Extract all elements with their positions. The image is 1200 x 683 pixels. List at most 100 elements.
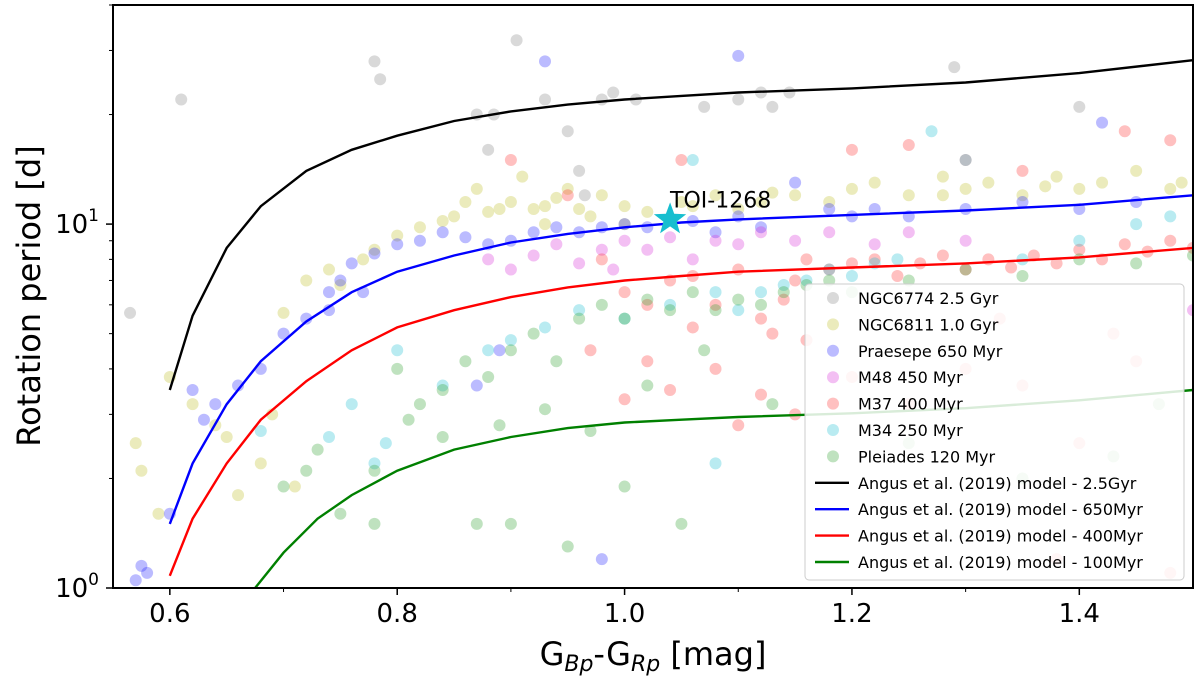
point-series-3-6 [618,234,631,247]
point-series-2-45 [197,413,210,426]
point-series-1-29 [595,189,608,202]
point-series-0-8 [573,164,586,177]
point-series-6-45 [402,413,415,426]
point-series-6-16 [664,304,677,317]
point-series-1-39 [868,176,881,189]
point-series-2-42 [539,55,551,68]
point-series-3-0 [482,253,495,266]
point-series-2-1 [135,559,148,572]
legend-marker-1 [827,318,839,331]
point-series-3-16 [902,226,915,239]
x-label-sub1: Bp [564,652,593,677]
legend-marker-0 [827,292,839,304]
point-series-4-13 [789,274,802,287]
x-label-unit: [mag] [660,635,766,673]
point-series-3-4 [573,257,586,270]
point-series-1-13 [391,229,404,242]
point-series-0-15 [783,86,796,99]
point-series-6-33 [470,517,483,530]
point-series-1-47 [1096,176,1109,189]
point-series-2-17 [459,231,472,244]
point-series-1-33 [709,189,722,202]
point-series-2-8 [277,327,290,340]
point-series-4-25 [1050,257,1063,270]
point-series-2-44 [595,553,608,566]
point-series-1-2 [152,507,165,520]
y-tick-label-0: 100 [55,570,99,604]
point-series-5-4 [391,344,404,357]
x-tick-label-2: 1.0 [604,599,645,629]
x-tick-label-0: 0.6 [149,599,190,629]
point-series-4-26 [1073,243,1086,256]
point-series-1-20 [493,203,506,216]
x-tick-label-4: 1.4 [1059,599,1100,629]
x-axis-label: GBp-GRp [mag] [540,635,767,677]
point-series-6-1 [300,464,313,477]
point-series-1-57 [686,200,699,213]
point-series-2-6 [232,379,245,392]
point-series-6-13 [595,298,608,311]
point-series-5-27 [1164,210,1177,223]
legend-marker-5 [827,424,839,436]
point-series-2-0 [129,574,142,587]
point-series-1-42 [959,182,972,195]
point-series-2-20 [527,226,540,239]
point-series-2-38 [1096,116,1109,129]
point-series-3-9 [686,253,699,266]
point-series-0-19 [1073,100,1086,113]
point-series-5-15 [755,286,767,299]
point-series-1-26 [561,182,574,195]
point-series-1-32 [675,196,688,209]
legend-model-label-2: Angus et al. (2019) model - 400Myr [858,527,1143,546]
point-series-1-50 [1175,176,1188,189]
point-series-4-33 [902,138,915,151]
point-series-1-30 [618,200,631,213]
point-series-2-12 [345,257,358,270]
legend-label-0: NGC6774 2.5 Gyr [858,289,999,308]
point-series-6-15 [641,293,654,306]
point-series-2-32 [845,210,858,223]
point-series-4-10 [755,312,767,325]
point-series-4-35 [1016,164,1029,177]
point-series-0-11 [607,86,620,99]
point-series-1-6 [254,457,267,470]
point-series-6-47 [539,403,551,416]
point-series-5-17 [800,274,813,287]
point-series-2-39 [1130,196,1143,209]
point-series-4-15 [823,263,836,276]
point-series-0-21 [561,125,574,138]
point-series-2-40 [493,344,506,357]
point-series-1-17 [459,196,472,209]
point-series-4-9 [732,263,745,276]
point-series-4-53 [584,344,597,357]
point-series-6-6 [436,384,449,397]
point-series-4-54 [686,321,699,334]
point-series-1-40 [902,189,915,202]
point-series-1-9 [323,263,335,276]
point-series-4-36 [1118,125,1131,138]
toi-label: TOI-1268 [669,188,771,213]
point-series-3-15 [868,238,881,251]
point-series-6-25 [902,274,915,287]
point-series-6-48 [698,344,711,357]
point-series-0-0 [124,306,137,319]
point-series-1-12 [368,243,381,256]
point-series-2-4 [186,384,199,397]
point-series-4-1 [561,189,574,202]
point-series-6-2 [334,507,347,520]
point-series-6-21 [777,286,790,299]
point-series-1-11 [357,253,370,266]
point-series-6-44 [641,379,654,392]
point-series-4-41 [732,419,745,432]
point-series-6-49 [766,398,779,411]
point-series-3-17 [959,234,972,247]
point-series-2-25 [641,221,654,234]
point-series-1-21 [504,196,517,209]
point-series-1-16 [448,210,461,223]
point-series-6-9 [504,344,517,357]
point-series-1-41 [936,170,949,183]
point-series-1-0 [129,437,142,450]
point-series-4-6 [675,154,688,167]
point-series-3-7 [641,243,654,256]
point-series-4-3 [618,286,631,299]
